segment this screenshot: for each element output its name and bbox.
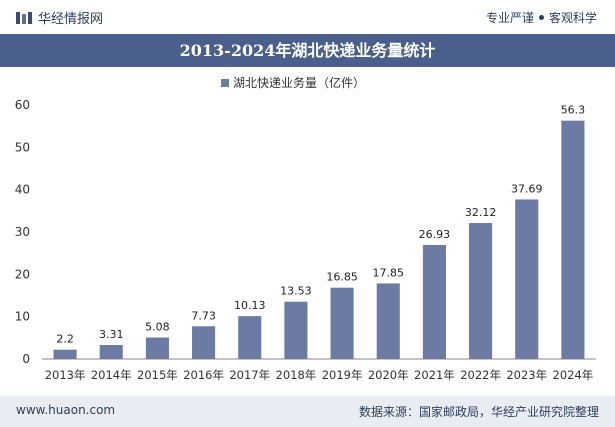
- bar-value-label: 13.53: [280, 285, 312, 298]
- slogan-right: 客观科学: [548, 11, 597, 25]
- bar-chart: 湖北快递业务量（亿件） 0 10 20 30 40 50 60 2.2 3.31 5.08 7.7…: [15, 75, 596, 382]
- x-tick-label: 2019年: [322, 368, 363, 382]
- y-tick-label: 30: [15, 225, 30, 239]
- x-tick-label: 2015年: [137, 368, 178, 382]
- bar-value-label: 5.08: [145, 320, 170, 333]
- x-tick-label: 2013年: [45, 368, 86, 382]
- bar: [192, 326, 216, 359]
- bar-value-label: 17.85: [373, 266, 405, 279]
- y-tick-label: 0: [22, 352, 30, 366]
- bar: [238, 316, 262, 359]
- bar: [422, 244, 446, 359]
- x-tick-label: 2024年: [553, 368, 594, 382]
- bar: [376, 283, 400, 359]
- y-tick-label: 60: [15, 98, 30, 112]
- legend-swatch: [221, 79, 229, 87]
- slogan-left: 专业严谨: [485, 11, 534, 25]
- bar-value-label: 56.3: [561, 104, 586, 117]
- bar-value-label: 7.73: [191, 309, 216, 322]
- bar: [515, 199, 539, 359]
- slogan: 专业严谨 客观科学: [486, 9, 597, 26]
- y-tick-label: 10: [15, 310, 30, 324]
- x-tick-label: 2022年: [460, 368, 501, 382]
- x-tick-label: 2020年: [368, 368, 409, 382]
- chart-title: 2013-2024年湖北快递业务量统计: [0, 34, 615, 67]
- bar-value-label: 26.93: [419, 228, 451, 241]
- footer: www.huaon.com 数据来源：国家邮政局，华经产业研究院整理: [0, 396, 615, 427]
- x-tick-label: 2017年: [229, 368, 270, 382]
- bar: [330, 287, 354, 359]
- x-tick-label: 2014年: [91, 368, 132, 382]
- bars: 2.2 3.31 5.08 7.73 10.13 13.53 16.85 17.85 26.93…: [53, 104, 586, 359]
- x-tick-label: 2016年: [183, 368, 224, 382]
- y-tick-label: 50: [15, 140, 30, 154]
- brand: 华经情报网: [16, 8, 103, 27]
- bullet-dot-icon: [538, 15, 544, 20]
- y-tick-label: 20: [15, 267, 30, 281]
- brand-name: 华经情报网: [38, 12, 104, 27]
- data-source: 数据来源：国家邮政局，华经产业研究院整理: [358, 405, 599, 419]
- footer-url: www.huaon.com: [16, 403, 116, 417]
- legend: 湖北快递业务量（亿件）: [221, 75, 365, 90]
- bar: [53, 349, 77, 359]
- bar-value-label: 32.12: [465, 206, 497, 219]
- bar: [145, 337, 169, 359]
- bar: [284, 301, 308, 359]
- bar: [469, 223, 493, 359]
- bar: [99, 344, 123, 359]
- bar: [561, 120, 585, 359]
- y-axis: 0 10 20 30 40 50 60: [15, 98, 596, 366]
- x-tick-label: 2023年: [506, 368, 547, 382]
- bar-value-label: 10.13: [234, 299, 266, 312]
- bar-value-label: 37.69: [511, 182, 543, 195]
- bar-value-label: 16.85: [326, 271, 358, 284]
- top-bar: 华经情报网 专业严谨 客观科学: [0, 0, 615, 34]
- x-tick-label: 2018年: [276, 368, 317, 382]
- bar-value-label: 3.31: [99, 328, 124, 341]
- legend-label: 湖北快递业务量（亿件）: [233, 75, 365, 90]
- brand-logo-icon: [16, 11, 32, 24]
- bar-value-label: 2.2: [56, 333, 74, 346]
- x-axis: 2013年 2014年 2015年 2016年 2017年 2018年 2019年 2020年…: [45, 368, 594, 382]
- y-tick-label: 40: [15, 183, 30, 197]
- x-tick-label: 2021年: [414, 368, 455, 382]
